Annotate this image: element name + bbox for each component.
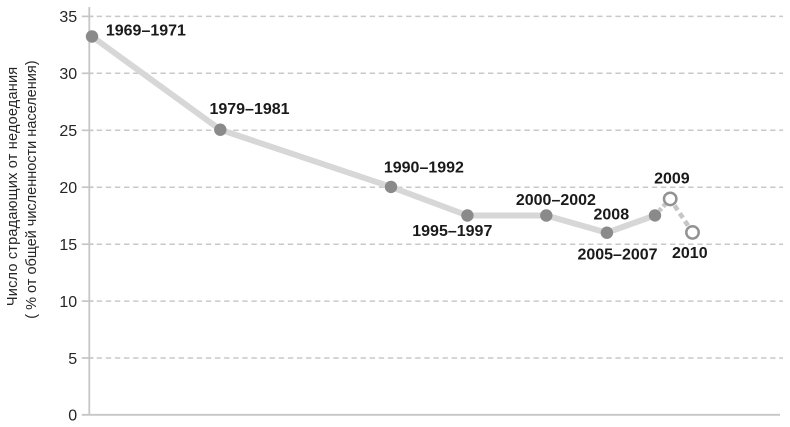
svg-text:2009: 2009 (654, 170, 690, 187)
svg-text:25: 25 (59, 123, 77, 140)
svg-text:2005–2007: 2005–2007 (577, 247, 657, 264)
svg-text:1979–1981: 1979–1981 (209, 101, 289, 118)
svg-text:2000–2002: 2000–2002 (516, 192, 596, 209)
svg-text:Число страдающих от недоедания: Число страдающих от недоедания (5, 67, 21, 306)
svg-text:2008: 2008 (594, 207, 630, 224)
svg-text:2010: 2010 (672, 245, 708, 262)
svg-text:20: 20 (59, 180, 77, 197)
svg-text:( % от общей численности насел: ( % от общей численности населения) (24, 60, 40, 318)
svg-text:1995–1997: 1995–1997 (412, 223, 492, 240)
svg-text:0: 0 (68, 408, 77, 425)
svg-text:5: 5 (68, 351, 77, 368)
svg-text:1990–1992: 1990–1992 (384, 160, 464, 177)
svg-text:1969–1971: 1969–1971 (106, 23, 186, 40)
svg-text:35: 35 (59, 9, 77, 26)
svg-text:15: 15 (59, 237, 77, 254)
svg-text:30: 30 (59, 66, 77, 83)
svg-text:10: 10 (59, 294, 77, 311)
